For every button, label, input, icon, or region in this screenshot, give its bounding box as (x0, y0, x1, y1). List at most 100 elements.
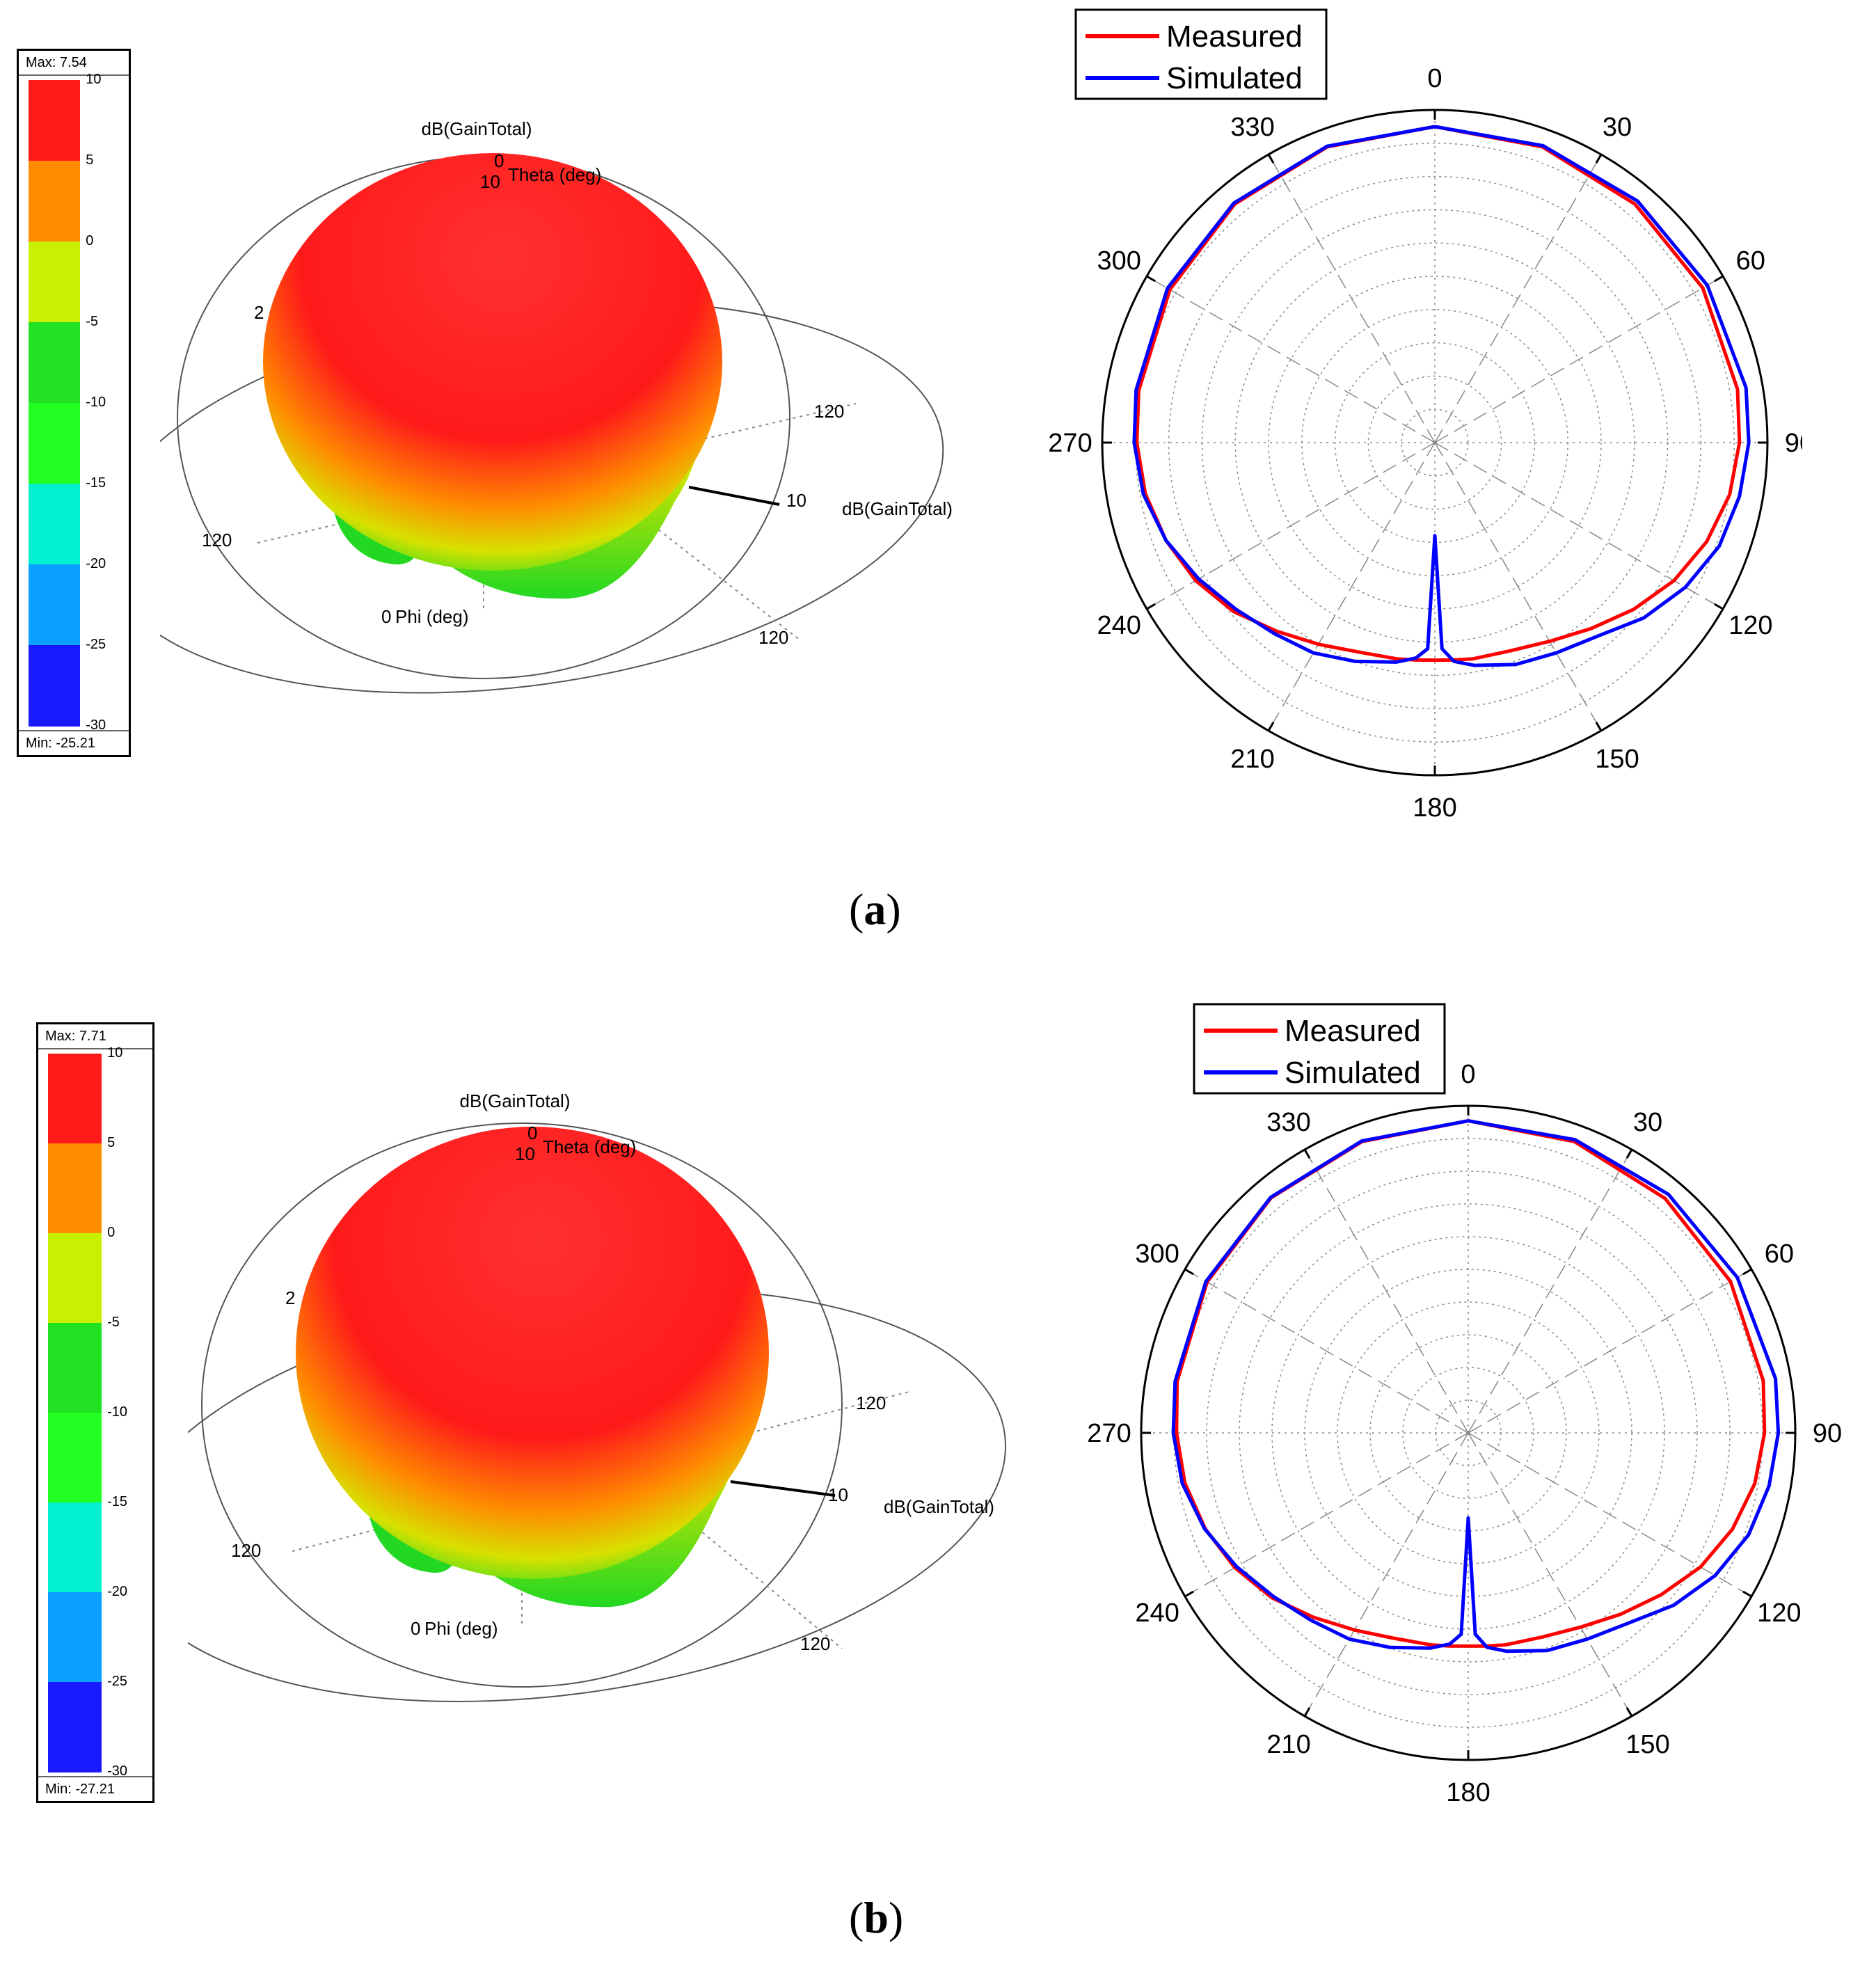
colorbar-max-label: Max: 7.54 (19, 51, 129, 76)
axis-text: 10 (515, 1143, 535, 1164)
colorbar-tick-label: -25 (86, 637, 106, 652)
colorbar-band (48, 1233, 102, 1324)
colorbar-tick-label: -15 (86, 475, 106, 491)
angle-tick (1742, 1268, 1752, 1276)
grid-ring (1206, 1171, 1731, 1695)
colorbar-tick-label: -30 (86, 717, 106, 733)
angle-tick-label: 330 (1230, 113, 1274, 142)
grid-spoke (1184, 1432, 1469, 1597)
pattern-lobe-main (263, 153, 722, 571)
angle-tick-label: 30 (1633, 1108, 1662, 1137)
legend-label: Simulated (1166, 61, 1303, 95)
angle-tick-label: 240 (1097, 611, 1140, 640)
axis-text: 120 (800, 1633, 830, 1654)
angle-tick (1303, 1149, 1311, 1159)
phi-axis-label: Phi (deg) (424, 1618, 498, 1639)
legend-label: Measured (1285, 1014, 1421, 1048)
grid-ring (1239, 1203, 1698, 1663)
series-line-simulated (1132, 125, 1751, 667)
grid-ring (1367, 375, 1502, 510)
angle-tick-label: 300 (1135, 1239, 1179, 1269)
grid-spoke (1434, 442, 1602, 731)
colorbar-min-label: Min: -25.21 (19, 730, 129, 755)
colorbar-band (29, 484, 81, 565)
grid-spoke (1468, 1269, 1752, 1434)
colorbar-band (48, 1592, 102, 1683)
axis-line (389, 319, 801, 641)
colorbar-tick-label: 0 (86, 233, 94, 248)
angle-tick-label: 0 (1461, 1060, 1475, 1089)
colorbar-tick-label: 5 (107, 1135, 116, 1150)
legend-label: Measured (1166, 19, 1303, 54)
caption-letter: b (864, 1893, 889, 1942)
axis-text: 0 (527, 1123, 537, 1143)
grid-spoke (1468, 1149, 1632, 1434)
colorbar-band (48, 1323, 102, 1413)
quantity-label: dB(GainTotal) (422, 118, 532, 139)
angle-tick-label: 90 (1813, 1419, 1842, 1448)
colorbar-tick-label: -10 (107, 1404, 127, 1420)
axis-text: 0 (381, 606, 391, 627)
grid-ring (1369, 1334, 1567, 1532)
axis-text: 120 (856, 1393, 886, 1413)
axis-text: 120 (814, 401, 844, 422)
axis-text: 2 (285, 1287, 295, 1308)
angle-tick-label: 330 (1266, 1108, 1310, 1137)
angle-tick-label: 60 (1736, 246, 1765, 276)
panel-b: Max: 7.71 10 5 0 -5 -10 -15 -20 -25 -30 Min: -27… (0, 988, 1876, 1975)
colorbar-tick-label: -5 (107, 1315, 120, 1330)
grid-spoke (1304, 1432, 1469, 1717)
angle-tick-label: 270 (1048, 429, 1092, 458)
angle-tick (1184, 1590, 1194, 1598)
colorbar-band (29, 403, 81, 484)
legend: Measured Simulated (1074, 8, 1328, 100)
colorbar-band (29, 564, 81, 646)
angle-tick-label: 300 (1097, 246, 1140, 276)
colorbar-tick-label: -20 (107, 1584, 127, 1599)
legend-box (1193, 1003, 1446, 1095)
angle-tick-label: 180 (1446, 1778, 1490, 1807)
axis-text: 0 (494, 150, 504, 171)
grid-spoke (1184, 1269, 1469, 1434)
colorbar-tick-label: 10 (86, 72, 102, 87)
axis-text: 0 (411, 1618, 420, 1639)
colorbar-band (29, 80, 81, 161)
3d-radiation-pattern: dB(GainTotal) 0 10 Theta (deg) 2 120 10 … (160, 118, 953, 694)
caption-letter: a (864, 885, 887, 934)
colorbar: Max: 7.54 10 5 0 -5 -10 -15 -20 -25 -30 Min: -25… (17, 49, 131, 757)
colorbar-band (48, 1143, 102, 1234)
colorbar-tick-label: -5 (86, 314, 99, 329)
axis-text: 120 (758, 627, 788, 648)
grid-ring (1135, 143, 1735, 743)
angle-tick (1625, 1707, 1633, 1717)
grid-ring (1234, 242, 1635, 643)
angle-tick-label: 90 (1785, 429, 1802, 458)
colorbar-band (48, 1054, 102, 1144)
colorbar-tick-label: -15 (107, 1494, 127, 1509)
colorbar-tick-label: 0 (107, 1225, 116, 1240)
colorbar-tick-label: 10 (107, 1045, 123, 1061)
grid-ring (1268, 276, 1602, 610)
pattern-lobe-main (296, 1127, 769, 1579)
grid-spoke (1468, 1432, 1752, 1597)
colorbar-band (48, 1682, 102, 1772)
grid-spoke (1146, 276, 1436, 443)
grid-spoke (1268, 442, 1436, 731)
colorbar-band (48, 1413, 102, 1503)
grid-spoke (1146, 442, 1436, 610)
quantity-label: dB(GainTotal) (460, 1090, 571, 1111)
grid-spoke (1434, 442, 1724, 610)
phi-axis-label: Phi (deg) (395, 606, 469, 627)
caption-b: (b) (849, 1893, 904, 1942)
legend-box (1074, 8, 1328, 100)
axis-text: 120 (231, 1540, 261, 1561)
colorbar-tick-label: -25 (107, 1674, 127, 1689)
theta-axis-label: Theta (deg) (543, 1136, 636, 1157)
colorbar-tick-label: -30 (107, 1763, 127, 1779)
colorbar-max-label: Max: 7.71 (38, 1024, 152, 1049)
angle-tick-label: 120 (1728, 611, 1772, 640)
colorbar-band (29, 161, 81, 242)
angle-tick-label: 180 (1413, 793, 1456, 823)
theta-ring (201, 1123, 843, 1688)
theta-axis-label: Theta (deg) (508, 164, 601, 185)
